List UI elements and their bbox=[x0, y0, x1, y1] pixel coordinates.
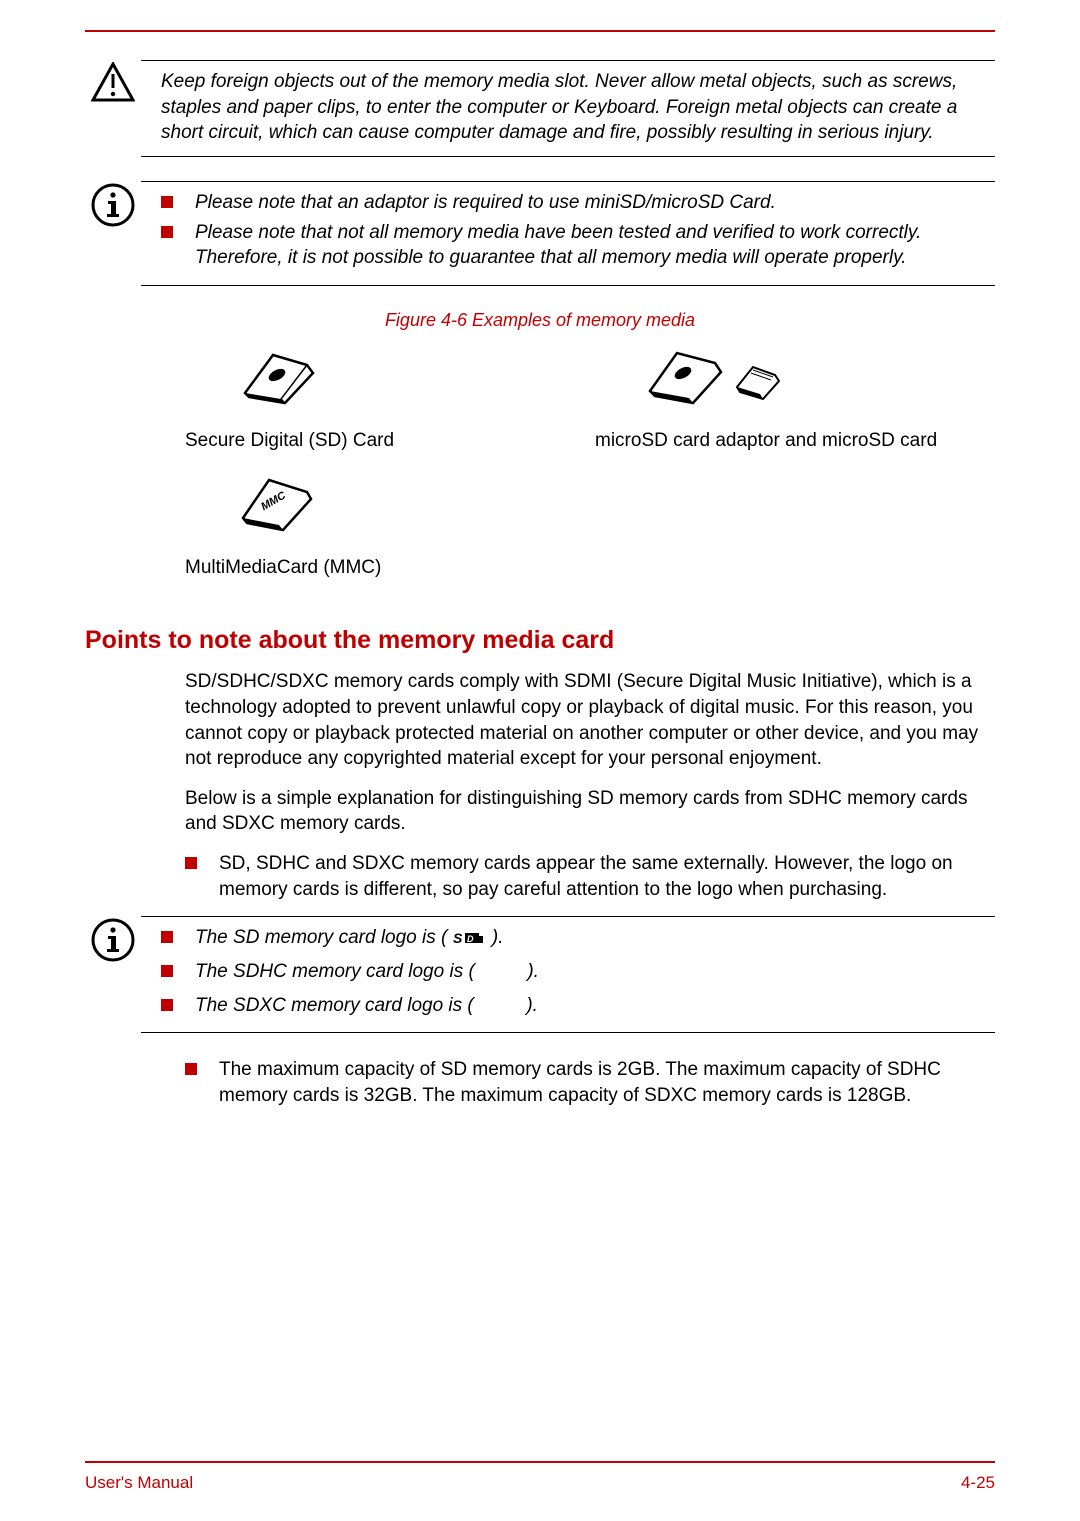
bullet-icon bbox=[161, 226, 173, 238]
media-cell-microsd: microSD card adaptor and microSD card bbox=[595, 345, 975, 454]
bullet-icon bbox=[161, 931, 173, 943]
paragraph: SD/SDHC/SDXC memory cards comply with SD… bbox=[185, 669, 995, 772]
bullet-icon bbox=[161, 999, 173, 1011]
bullet-icon bbox=[185, 1063, 197, 1075]
list-item: SD, SDHC and SDXC memory cards appear th… bbox=[185, 851, 995, 902]
info-icon bbox=[85, 181, 141, 227]
mmc-card-icon: MMC bbox=[225, 472, 320, 542]
list-item: The SDXC memory card logo is ( ). bbox=[161, 993, 995, 1019]
paragraph: Below is a simple explanation for distin… bbox=[185, 786, 995, 837]
warning-icon bbox=[85, 60, 141, 102]
footer-left: User's Manual bbox=[85, 1473, 193, 1493]
info-callout-1: Please note that an adaptor is required … bbox=[85, 181, 995, 286]
list-item: The maximum capacity of SD memory cards … bbox=[185, 1057, 995, 1108]
sd-logo-icon: S D bbox=[453, 926, 487, 952]
info-icon bbox=[85, 916, 141, 962]
section-bullet-list: SD, SDHC and SDXC memory cards appear th… bbox=[185, 851, 995, 902]
list-text: The SD memory card logo is ( S D ). bbox=[195, 925, 504, 951]
media-grid: Secure Digital (SD) Card microSD card ad… bbox=[185, 345, 975, 598]
list-item: The SD memory card logo is ( S D ). bbox=[161, 925, 995, 951]
section-heading: Points to note about the memory media ca… bbox=[85, 626, 995, 655]
list-item: The SDHC memory card logo is ( ). bbox=[161, 959, 995, 985]
list-text: SD, SDHC and SDXC memory cards appear th… bbox=[219, 851, 995, 902]
bullet-icon bbox=[185, 857, 197, 869]
list-text: The SDXC memory card logo is ( ). bbox=[195, 993, 538, 1019]
warning-callout: Keep foreign objects out of the memory m… bbox=[85, 60, 995, 157]
media-label: microSD card adaptor and microSD card bbox=[595, 429, 937, 454]
capacity-block: The maximum capacity of SD memory cards … bbox=[185, 1057, 995, 1108]
media-label: MultiMediaCard (MMC) bbox=[185, 556, 381, 581]
media-cell-mmc: MMC MultiMediaCard (MMC) bbox=[185, 472, 565, 581]
list-item: Please note that an adaptor is required … bbox=[161, 190, 995, 216]
warning-text: Keep foreign objects out of the memory m… bbox=[161, 69, 995, 146]
sd-card-icon bbox=[225, 345, 320, 415]
microsd-adaptor-icon bbox=[635, 345, 795, 415]
list-text: Please note that not all memory media ha… bbox=[195, 220, 995, 271]
info1-list: Please note that an adaptor is required … bbox=[161, 190, 995, 271]
figure-caption: Figure 4-6 Examples of memory media bbox=[85, 310, 995, 331]
media-cell-sd: Secure Digital (SD) Card bbox=[185, 345, 565, 454]
svg-text:D: D bbox=[467, 934, 474, 944]
bullet-icon bbox=[161, 965, 173, 977]
svg-text:S: S bbox=[453, 930, 463, 946]
list-text: The SDHC memory card logo is ( ). bbox=[195, 959, 539, 985]
bullet-icon bbox=[161, 196, 173, 208]
info2-list: The SD memory card logo is ( S D ). bbox=[161, 925, 995, 1018]
info-callout-2: The SD memory card logo is ( S D ). bbox=[85, 916, 995, 1033]
list-text: The maximum capacity of SD memory cards … bbox=[219, 1057, 995, 1108]
list-text: Please note that an adaptor is required … bbox=[195, 190, 776, 216]
section-body: SD/SDHC/SDXC memory cards comply with SD… bbox=[185, 669, 995, 902]
top-rule bbox=[85, 30, 995, 32]
capacity-list: The maximum capacity of SD memory cards … bbox=[185, 1057, 995, 1108]
page-footer: User's Manual 4-25 bbox=[85, 1461, 995, 1493]
media-label: Secure Digital (SD) Card bbox=[185, 429, 394, 454]
list-item: Please note that not all memory media ha… bbox=[161, 220, 995, 271]
footer-right: 4-25 bbox=[961, 1473, 995, 1493]
